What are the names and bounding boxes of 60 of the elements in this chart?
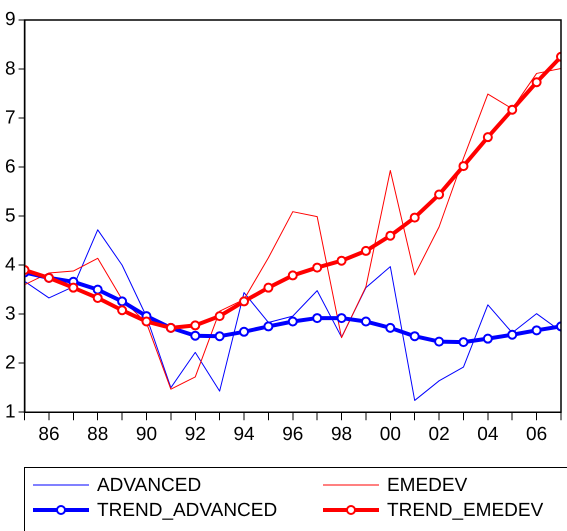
point [336,256,347,266]
point [288,316,298,327]
point [532,77,542,88]
x-tick-label: 04 [477,424,499,445]
legend-label: TREND_ADVANCED [97,500,278,522]
y-tick-label: 8 [4,58,16,80]
y-tick-label: 5 [4,205,16,226]
point [92,284,103,295]
x-tick-label: 86 [38,424,60,445]
y-tick-label: 2 [4,352,16,374]
point [434,336,444,347]
point [190,330,200,341]
point [312,262,322,273]
x-tick-label: 00 [380,424,401,445]
x-tick-label: 02 [428,424,450,445]
point [288,270,298,280]
x-tick-label: 90 [136,424,158,445]
point [263,282,274,293]
point [117,296,128,306]
point [214,311,225,322]
point [360,316,371,327]
y-tick-label: 9 [4,9,16,30]
point [507,330,518,340]
point [482,132,493,142]
legend-label: ADVANCED [97,475,202,496]
point [507,104,518,115]
x-tick-label: 88 [87,424,108,445]
point [434,190,444,200]
point [336,313,347,324]
point [214,331,225,342]
point [117,305,128,316]
point [190,320,200,330]
x-tick-label: 92 [184,424,206,445]
y-tick-label: 6 [4,156,16,178]
point [360,246,371,256]
x-tick-label: 06 [526,424,548,445]
point [263,321,274,332]
point [458,337,468,348]
x-tick-label: 96 [282,424,304,445]
point [239,326,250,337]
point [410,212,420,223]
legend-label: TREND_EMEDEV [387,500,544,522]
point [532,325,542,336]
point [141,316,152,327]
point [68,282,78,293]
point [92,292,103,303]
point [482,334,493,344]
point [385,322,396,333]
point [458,161,468,172]
legend-label: EMEDEV [387,475,468,496]
y-tick-label: 3 [4,303,16,324]
point [239,296,250,306]
x-tick-label: 94 [233,424,256,445]
y-tick-label: 4 [4,254,16,276]
x-tick-label: 98 [330,424,352,445]
y-tick-label: 7 [4,107,16,128]
point [410,331,420,342]
point [312,313,322,324]
point [385,230,396,241]
y-tick-label: 1 [4,401,16,422]
